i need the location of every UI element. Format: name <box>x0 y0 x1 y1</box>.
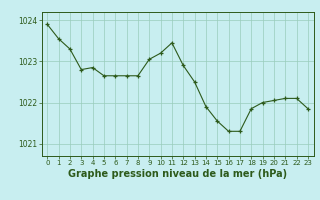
X-axis label: Graphe pression niveau de la mer (hPa): Graphe pression niveau de la mer (hPa) <box>68 169 287 179</box>
